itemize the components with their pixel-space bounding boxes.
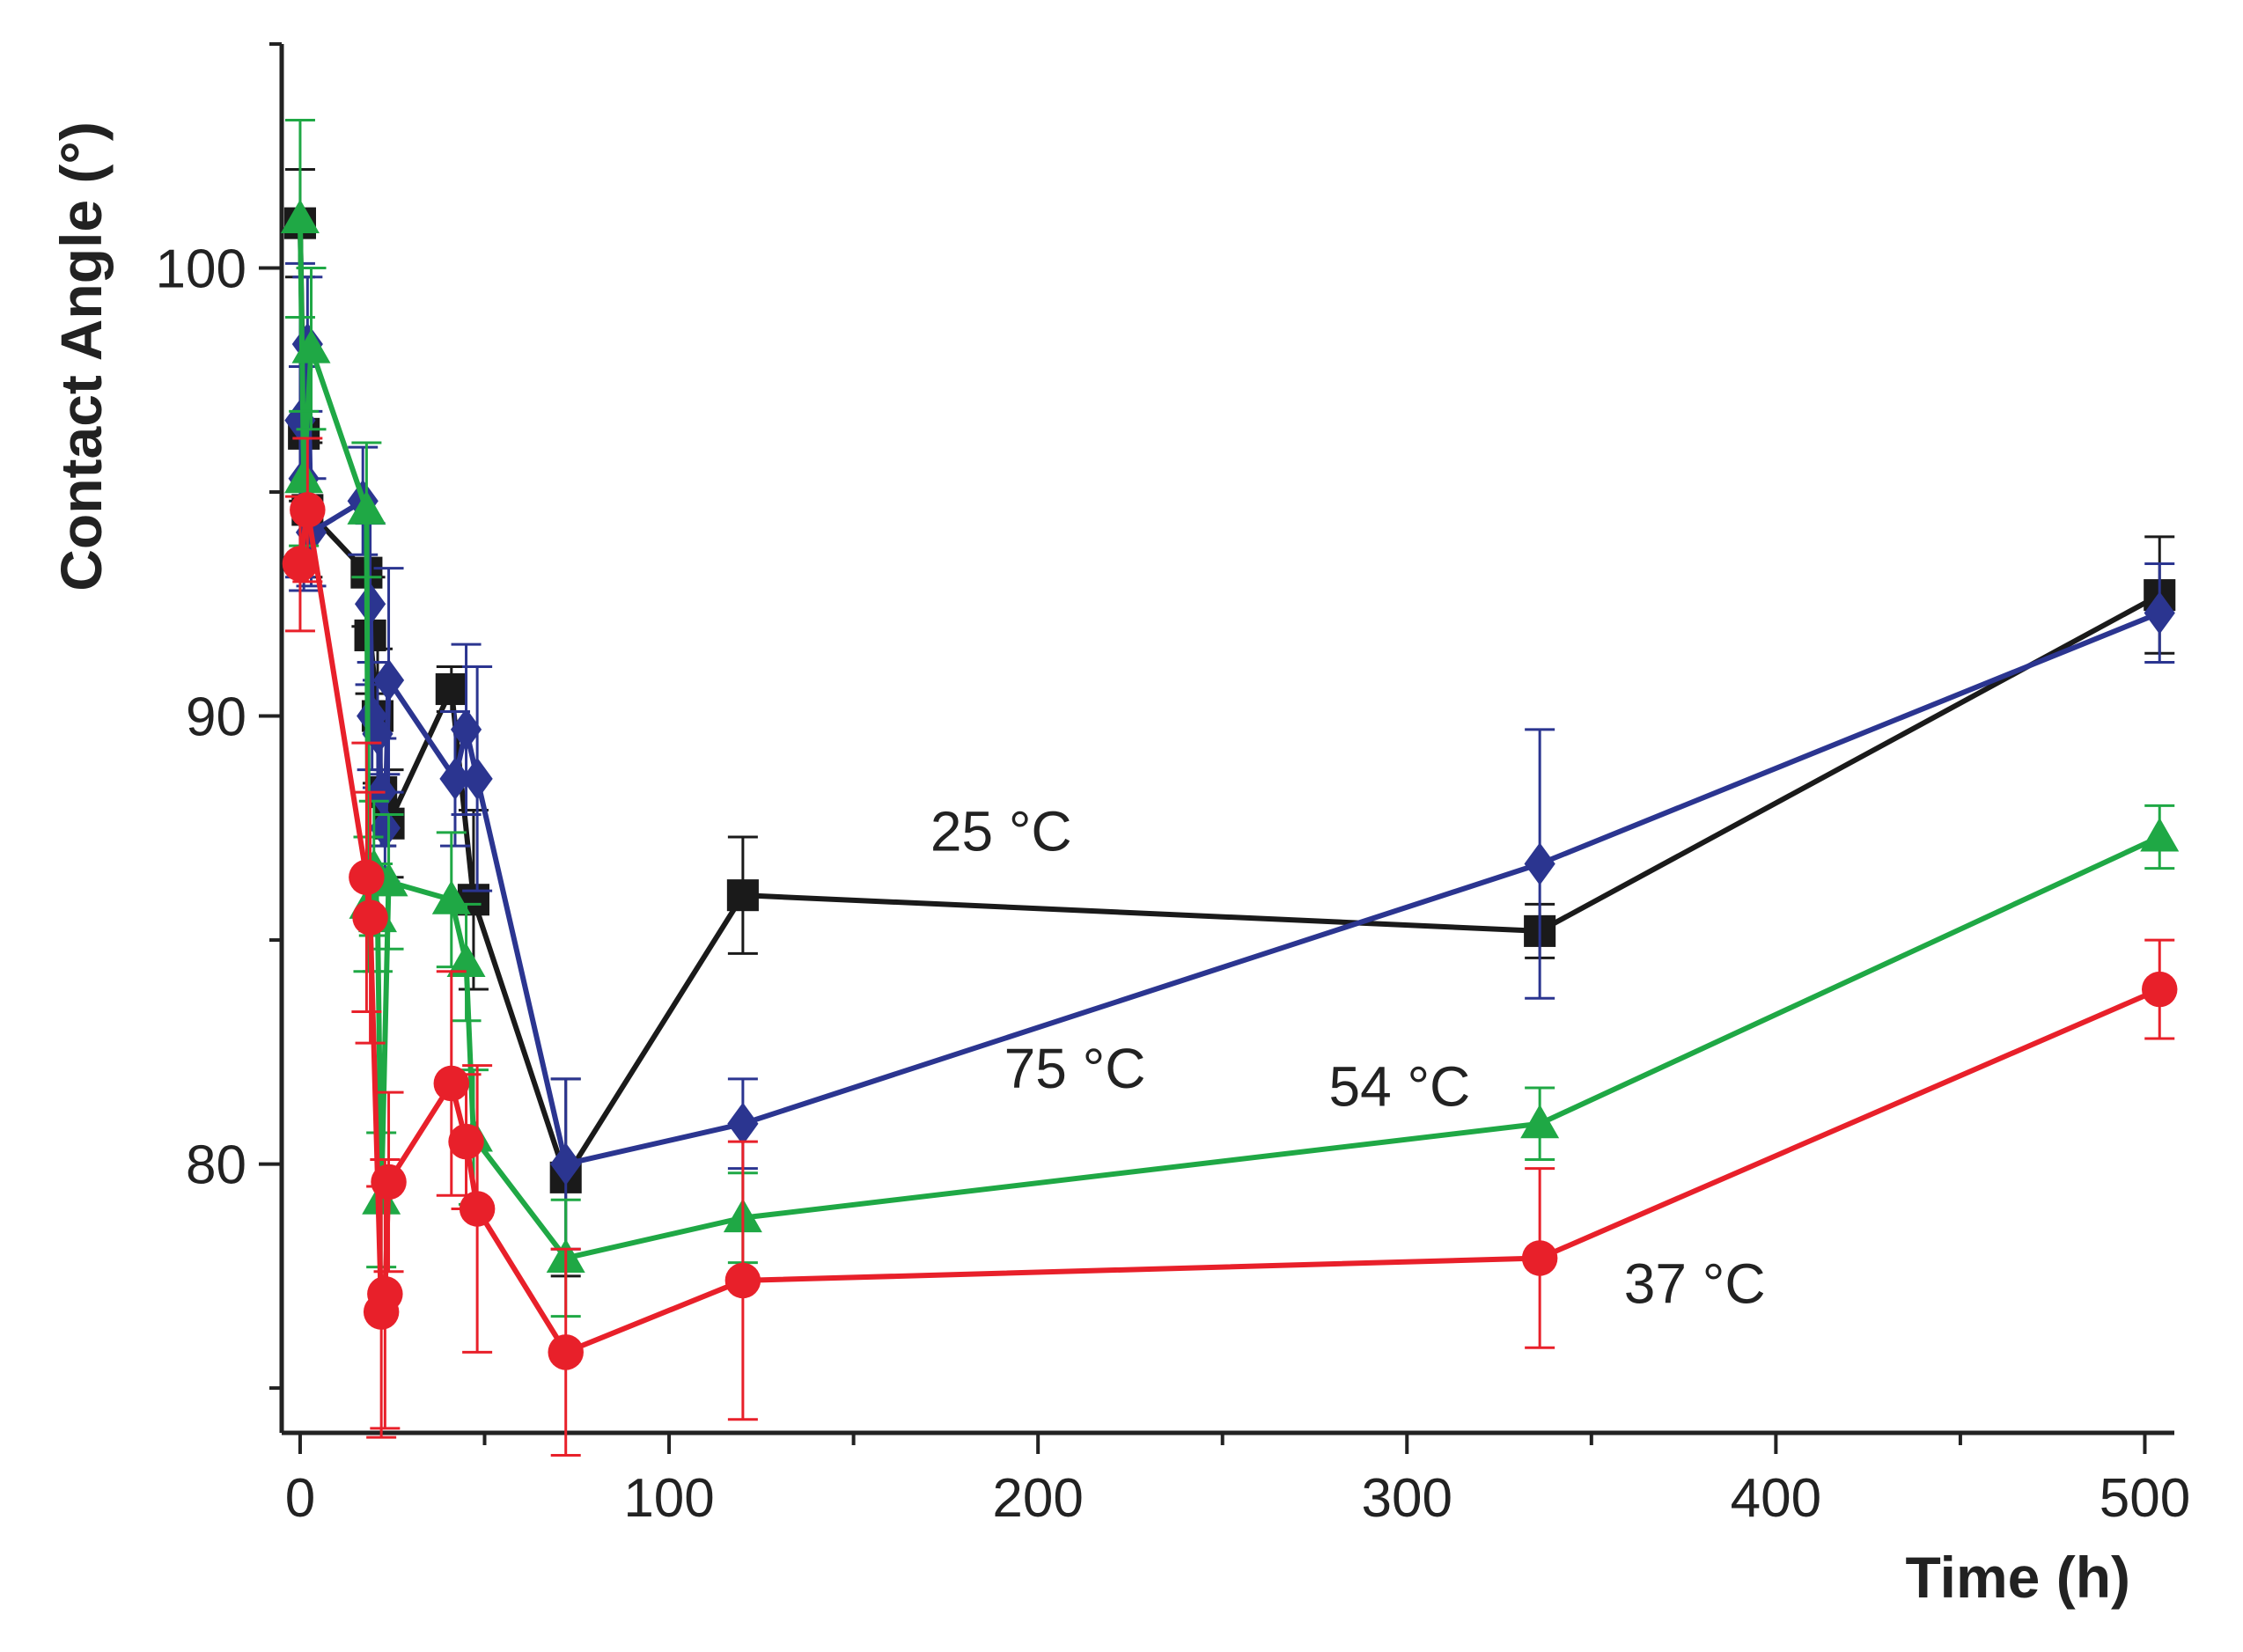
x-tick-label: 100 xyxy=(623,1468,714,1529)
data-point xyxy=(448,1123,484,1160)
data-point xyxy=(367,1275,403,1312)
data-point xyxy=(2144,591,2175,635)
x-tick-label: 200 xyxy=(992,1468,1083,1529)
series-annotation: 37 °C xyxy=(1624,1252,1766,1315)
data-point xyxy=(439,757,471,801)
data-point xyxy=(450,708,482,752)
y-tick-label: 80 xyxy=(186,1135,246,1196)
data-point xyxy=(431,880,471,914)
series-annotation: 54 °C xyxy=(1328,1054,1470,1118)
data-point xyxy=(727,1102,759,1145)
data-point xyxy=(435,672,467,706)
data-point xyxy=(282,546,319,582)
data-point xyxy=(280,199,320,234)
series-37-C-c xyxy=(282,437,2178,1457)
data-point xyxy=(1524,842,1555,885)
data-point xyxy=(371,1164,407,1200)
series-annotation: 75 °C xyxy=(1004,1037,1146,1100)
data-point xyxy=(2141,971,2178,1008)
data-point xyxy=(550,1142,582,1186)
series-line xyxy=(297,341,2161,1167)
series-line xyxy=(297,223,2161,1180)
data-point xyxy=(1520,1104,1560,1139)
data-point xyxy=(1521,1240,1558,1276)
data-point xyxy=(369,806,401,850)
series-line xyxy=(297,507,2161,1355)
data-point xyxy=(284,399,316,442)
x-tick-label: 300 xyxy=(1362,1468,1452,1529)
series-line xyxy=(297,218,2161,1261)
data-point xyxy=(347,490,386,525)
data-point xyxy=(459,1191,496,1227)
series-annotation: 25 °C xyxy=(930,799,1072,863)
data-point xyxy=(433,1065,470,1102)
x-tick-label: 0 xyxy=(285,1468,315,1529)
y-tick-label: 90 xyxy=(186,687,246,748)
y-tick-label: 100 xyxy=(156,239,246,300)
data-point xyxy=(291,329,331,363)
data-point xyxy=(349,859,385,896)
data-point xyxy=(726,879,759,912)
series-layer xyxy=(280,119,2180,1457)
series-75-C-c xyxy=(284,261,2175,1251)
data-point xyxy=(548,1334,584,1370)
axes: 0 100 200 300 400 500 80 90 100 xyxy=(156,42,2190,1529)
data-point xyxy=(352,899,388,936)
data-point xyxy=(284,459,324,494)
data-point xyxy=(354,583,386,626)
data-point xyxy=(357,694,388,738)
data-point xyxy=(372,658,405,702)
data-point xyxy=(2140,817,2180,852)
data-point xyxy=(446,943,486,978)
y-axis-title: Contact Angle (°) xyxy=(48,121,114,591)
x-tick-label: 500 xyxy=(2100,1468,2190,1529)
annotation-layer: 25 °C 75 °C 54 °C 37 °C xyxy=(930,799,1766,1315)
data-point xyxy=(461,757,493,801)
x-tick-label: 400 xyxy=(1731,1468,1821,1529)
data-point xyxy=(724,1262,761,1299)
x-axis-title: Time (h) xyxy=(1906,1545,2130,1610)
data-point xyxy=(290,492,326,528)
